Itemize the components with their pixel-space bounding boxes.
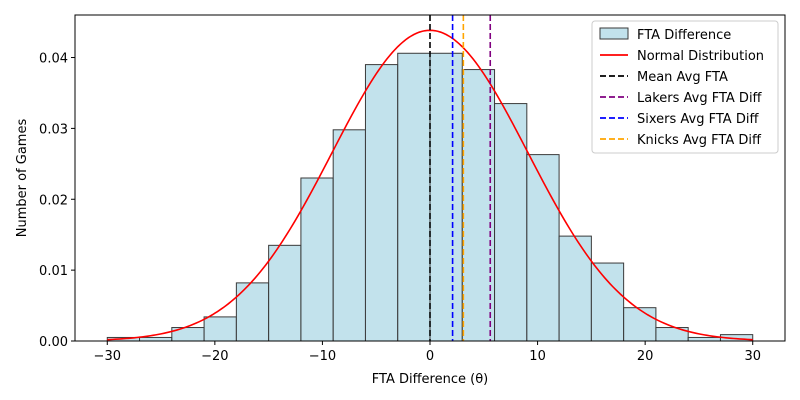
histogram-bar [364,64,399,342]
legend-item-fta-difference: FTA Difference [599,27,731,43]
x-axis-ticks: −30 −20 −10 0 10 20 30 [94,341,761,364]
y-tick-label: 0.02 [39,193,68,208]
y-tick-label: 0.03 [39,122,68,137]
histogram-bar [268,244,302,342]
x-tick-label: 0 [426,349,434,364]
y-tick-label: 0.00 [39,335,68,350]
histogram-bar [397,52,431,342]
y-axis-ticks: 0.00 0.01 0.02 0.03 0.04 [39,52,75,350]
normal-curve-layer [107,29,753,341]
histogram-bar [494,103,528,342]
vertical-lines [429,15,492,341]
x-tick-label: 20 [637,349,654,364]
histogram-bar [332,129,366,342]
x-tick-label: −30 [94,349,121,364]
histogram-bar [203,316,237,342]
y-axis-label: Number of Games [15,119,30,238]
legend-label: Normal Distribution [637,49,764,64]
histogram-bar [623,307,657,342]
legend: FTA Difference Normal Distribution Mean Av… [591,20,779,154]
legend-label: Sixers Avg FTA Diff [637,112,759,127]
x-tick-label: 30 [744,349,761,364]
x-axis-label: FTA Difference (θ) [372,372,488,387]
legend-label: FTA Difference [637,28,731,43]
histogram-bar [590,262,625,342]
legend-item-lakers-avg-fta-diff: Lakers Avg FTA Diff [600,91,763,106]
histogram-bar [139,336,173,342]
histogram-bar [235,282,270,342]
y-tick-label: 0.04 [39,52,68,67]
y-tick-label: 0.01 [39,264,68,279]
histogram-bar [687,336,721,342]
legend-swatch [599,27,629,40]
legend-item-normal-distribution: Normal Distribution [600,49,764,64]
histogram-bar [558,235,592,342]
x-tick-label: −10 [309,349,336,364]
legend-label: Mean Avg FTA [637,70,728,85]
x-tick-label: 10 [529,349,546,364]
legend-item-mean-avg-fta: Mean Avg FTA [600,70,728,85]
normal-distribution-curve [107,29,753,341]
legend-box [591,20,779,154]
x-tick-label: −20 [201,349,228,364]
histogram-bars [106,52,754,342]
legend-item-knicks-avg-fta-diff: Knicks Avg FTA Diff [600,133,762,148]
histogram-bar [526,154,560,342]
legend-label: Lakers Avg FTA Diff [637,91,763,106]
legend-item-sixers-avg-fta-diff: Sixers Avg FTA Diff [600,112,759,127]
histogram-bar [429,52,463,342]
legend-label: Knicks Avg FTA Diff [637,133,762,148]
